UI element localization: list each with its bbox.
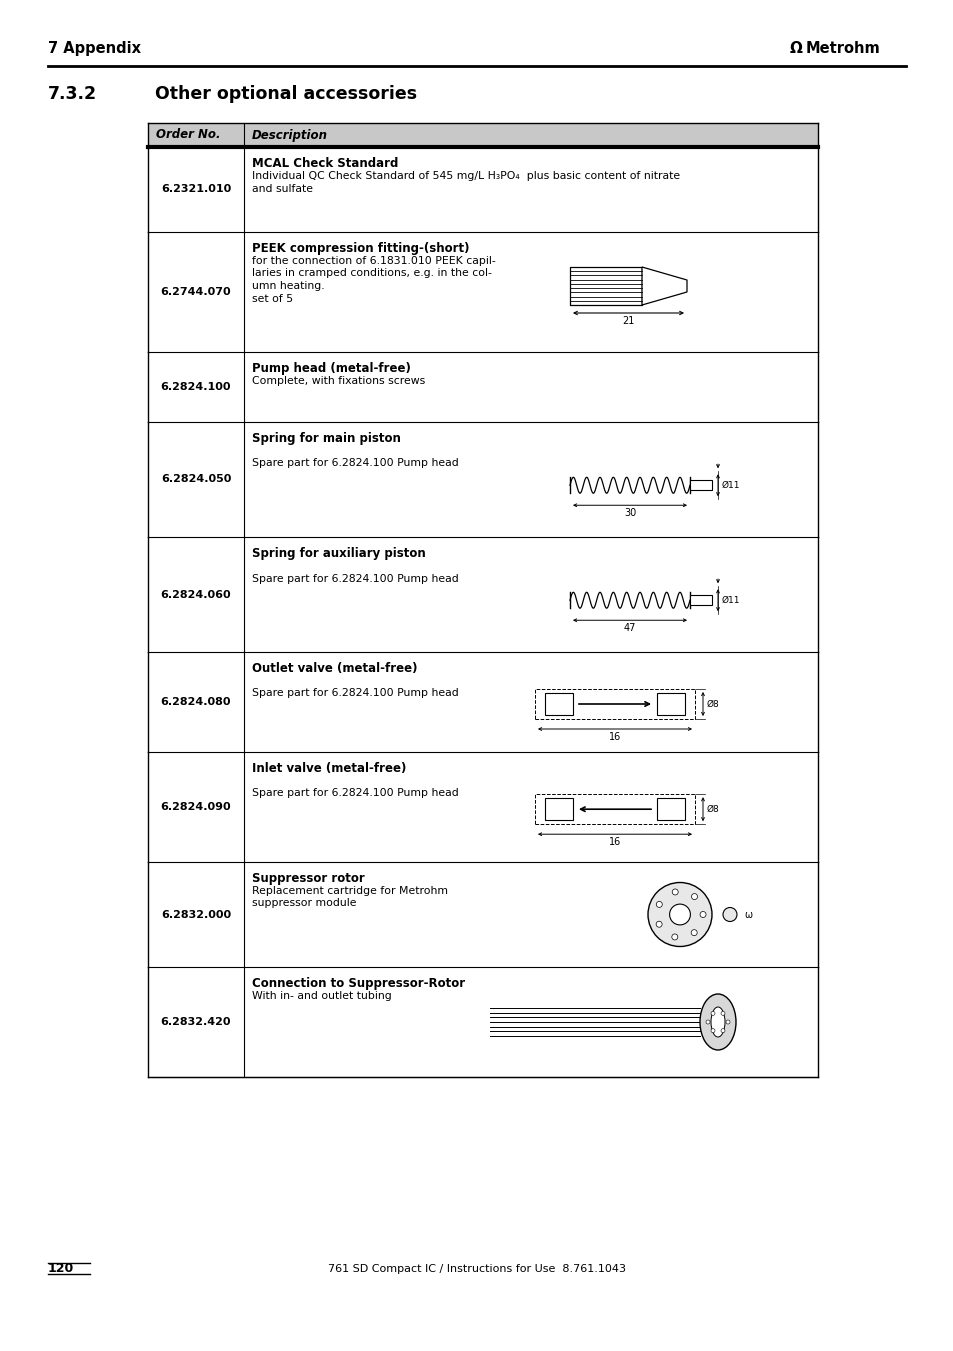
Text: Pump head (metal-free): Pump head (metal-free) — [252, 362, 411, 376]
Ellipse shape — [710, 1028, 714, 1032]
Text: Complete, with fixations screws: Complete, with fixations screws — [252, 376, 425, 386]
Text: Ω: Ω — [789, 41, 802, 55]
Text: Spare part for 6.2824.100 Pump head: Spare part for 6.2824.100 Pump head — [252, 689, 458, 698]
Ellipse shape — [722, 908, 737, 921]
Text: Metrohm: Metrohm — [805, 41, 880, 55]
Ellipse shape — [700, 994, 735, 1050]
Ellipse shape — [672, 889, 678, 894]
Text: Ø8: Ø8 — [706, 700, 719, 708]
Ellipse shape — [656, 901, 661, 908]
Text: 6.2824.080: 6.2824.080 — [161, 697, 231, 707]
Bar — [569, 267, 641, 305]
Text: 6.2824.100: 6.2824.100 — [161, 382, 231, 392]
Text: Spring for auxiliary piston: Spring for auxiliary piston — [252, 547, 425, 561]
Text: Replacement cartridge for Metrohm: Replacement cartridge for Metrohm — [252, 886, 448, 896]
Bar — [689, 480, 711, 490]
Text: Outlet valve (metal-free): Outlet valve (metal-free) — [252, 662, 417, 676]
Ellipse shape — [700, 912, 705, 917]
Ellipse shape — [671, 934, 678, 940]
Text: 21: 21 — [621, 316, 634, 326]
Bar — [148, 123, 817, 147]
Text: set of 5: set of 5 — [252, 293, 293, 304]
Text: for the connection of 6.1831.010 PEEK capil-: for the connection of 6.1831.010 PEEK ca… — [252, 255, 496, 266]
Text: MCAL Check Standard: MCAL Check Standard — [252, 157, 398, 170]
Text: Ø11: Ø11 — [721, 596, 740, 605]
Text: 6.2744.070: 6.2744.070 — [160, 286, 231, 297]
Text: umn heating.: umn heating. — [252, 281, 324, 290]
Text: 47: 47 — [623, 623, 636, 634]
Text: 6.2824.090: 6.2824.090 — [160, 802, 231, 812]
Text: 6.2321.010: 6.2321.010 — [161, 185, 231, 195]
Ellipse shape — [691, 893, 697, 900]
Text: 761 SD Compact IC / Instructions for Use  8.761.1043: 761 SD Compact IC / Instructions for Use… — [328, 1265, 625, 1274]
Polygon shape — [641, 267, 686, 305]
Text: 7 Appendix: 7 Appendix — [48, 41, 141, 55]
Text: 7.3.2: 7.3.2 — [48, 85, 97, 103]
Text: Spare part for 6.2824.100 Pump head: Spare part for 6.2824.100 Pump head — [252, 789, 458, 798]
Bar — [657, 693, 684, 715]
Text: suppressor module: suppressor module — [252, 898, 356, 908]
Ellipse shape — [705, 1020, 709, 1024]
Bar — [544, 798, 573, 820]
Ellipse shape — [669, 904, 690, 925]
Text: 6.2824.060: 6.2824.060 — [160, 589, 231, 600]
Text: and sulfate: and sulfate — [252, 184, 313, 193]
Text: Spare part for 6.2824.100 Pump head: Spare part for 6.2824.100 Pump head — [252, 574, 458, 584]
Text: 6.2832.420: 6.2832.420 — [161, 1017, 231, 1027]
Text: Other optional accessories: Other optional accessories — [154, 85, 416, 103]
Ellipse shape — [710, 1006, 724, 1038]
Ellipse shape — [725, 1020, 729, 1024]
Text: ω: ω — [743, 909, 751, 920]
Text: 16: 16 — [608, 838, 620, 847]
Bar — [535, 689, 695, 719]
Text: Order No.: Order No. — [156, 128, 220, 142]
Bar — [535, 794, 695, 824]
Text: Inlet valve (metal-free): Inlet valve (metal-free) — [252, 762, 406, 775]
Text: Individual QC Check Standard of 545 mg/L H₃PO₄  plus basic content of nitrate: Individual QC Check Standard of 545 mg/L… — [252, 172, 679, 181]
Text: 16: 16 — [608, 732, 620, 742]
Text: 6.2824.050: 6.2824.050 — [161, 474, 231, 485]
Text: 120: 120 — [48, 1262, 74, 1275]
Ellipse shape — [720, 1012, 724, 1016]
Ellipse shape — [720, 1028, 724, 1032]
Text: Connection to Suppressor-Rotor: Connection to Suppressor-Rotor — [252, 977, 465, 990]
Text: 6.2832.000: 6.2832.000 — [161, 909, 231, 920]
Text: 30: 30 — [623, 508, 636, 519]
Bar — [544, 693, 573, 715]
Text: Spring for main piston: Spring for main piston — [252, 432, 400, 444]
Bar — [689, 596, 711, 605]
Text: Ø8: Ø8 — [706, 805, 719, 813]
Ellipse shape — [691, 929, 697, 936]
Text: Ø11: Ø11 — [721, 481, 740, 490]
Text: With in- and outlet tubing: With in- and outlet tubing — [252, 992, 392, 1001]
Ellipse shape — [710, 1012, 714, 1016]
Ellipse shape — [656, 921, 661, 927]
Text: Suppressor rotor: Suppressor rotor — [252, 871, 364, 885]
Text: PEEK compression fitting-(short): PEEK compression fitting-(short) — [252, 242, 469, 255]
Text: Description: Description — [252, 128, 328, 142]
Ellipse shape — [647, 882, 711, 947]
Bar — [657, 798, 684, 820]
Text: Spare part for 6.2824.100 Pump head: Spare part for 6.2824.100 Pump head — [252, 458, 458, 469]
Text: laries in cramped conditions, e.g. in the col-: laries in cramped conditions, e.g. in th… — [252, 269, 492, 278]
